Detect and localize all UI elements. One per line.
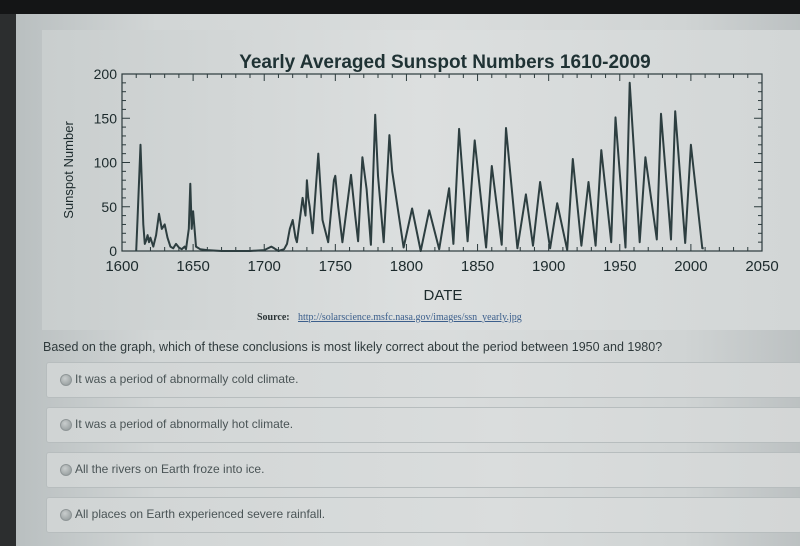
x-tick-label: 1700 xyxy=(248,258,281,275)
y-tick-label: 50 xyxy=(101,199,117,215)
x-tick-label: 1900 xyxy=(532,258,565,275)
left-bezel xyxy=(0,14,16,546)
radio-button-2[interactable] xyxy=(60,419,72,431)
question-text: Based on the graph, which of these concl… xyxy=(43,340,663,354)
answer-option-2[interactable]: It was a period of abnormally hot climat… xyxy=(46,407,800,443)
source-label: Source: xyxy=(257,312,290,323)
radio-button-3[interactable] xyxy=(60,464,72,476)
answer-option-1-label: It was a period of abnormally cold clima… xyxy=(75,372,299,386)
chart-title: Yearly Averaged Sunspot Numbers 1610-200… xyxy=(239,52,651,73)
radio-button-1[interactable] xyxy=(60,374,72,386)
chart-marks xyxy=(135,81,704,252)
sunspot-series-line xyxy=(135,81,704,252)
answer-option-1[interactable]: It was a period of abnormally cold clima… xyxy=(46,362,800,398)
y-tick-label: 150 xyxy=(94,110,118,126)
answer-option-2-label: It was a period of abnormally hot climat… xyxy=(75,417,294,431)
chart-axes: 1600 1650 1700 1750 1800 1850 1900 1950 2000 2050… xyxy=(94,66,779,275)
plot-frame xyxy=(121,73,763,252)
x-tick-label: 1800 xyxy=(390,258,423,275)
page-screen: Yearly Averaged Sunspot Numbers 1610-200… xyxy=(16,14,800,546)
sunspot-chart: Yearly Averaged Sunspot Numbers 1610-200… xyxy=(61,52,779,323)
radio-button-4[interactable] xyxy=(60,509,72,521)
y-tick-label: 100 xyxy=(94,155,118,171)
x-tick-label: 2050 xyxy=(745,258,778,275)
answer-option-4-label: All places on Earth experienced severe r… xyxy=(75,507,326,521)
answer-option-4[interactable]: All places on Earth experienced severe r… xyxy=(46,497,800,533)
top-bezel xyxy=(0,0,800,14)
x-tick-label: 2000 xyxy=(674,258,707,275)
x-tick-label: 1750 xyxy=(319,258,352,275)
y-tick-label: 0 xyxy=(109,243,117,259)
y-axis-label: Sunspot Number xyxy=(61,121,76,219)
x-tick-label: 1650 xyxy=(176,258,209,275)
x-tick-label: 1850 xyxy=(461,258,494,275)
answer-option-3[interactable]: All the rivers on Earth froze into ice. xyxy=(46,452,800,488)
source-link[interactable]: http://solarscience.msfc.nasa.gov/images… xyxy=(298,312,522,323)
x-tick-label: 1600 xyxy=(105,258,138,275)
x-axis-label: DATE xyxy=(424,287,463,304)
x-tick-label: 1950 xyxy=(603,258,636,275)
answer-option-3-label: All the rivers on Earth froze into ice. xyxy=(75,462,265,476)
y-tick-label: 200 xyxy=(94,66,118,82)
chart-panel: Yearly Averaged Sunspot Numbers 1610-200… xyxy=(42,30,800,330)
